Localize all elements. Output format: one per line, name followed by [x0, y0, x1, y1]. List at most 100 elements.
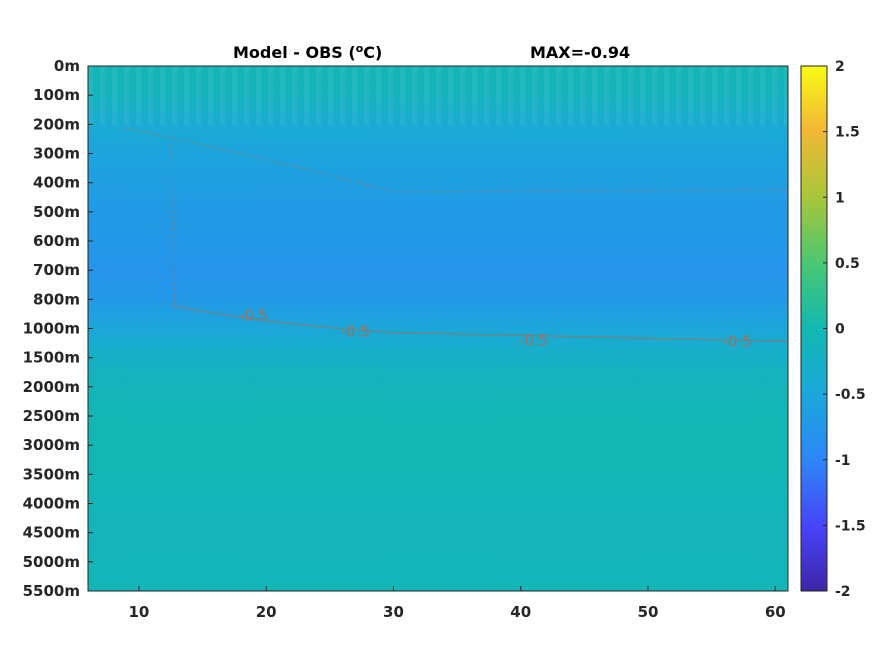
colorbar-ticks: 2 1.5 1 0.5 0 -0.5 -1 -1.5 -2	[823, 59, 866, 600]
y-tick-label: 600m	[33, 232, 80, 250]
surface-stripe	[196, 66, 201, 126]
colorbar-tick-label: 0	[835, 322, 845, 338]
y-tick-label: 2500m	[23, 407, 80, 425]
surface-stripe	[364, 66, 369, 126]
surface-stripe	[184, 66, 189, 126]
surface-stripe	[100, 66, 105, 126]
surface-stripe	[628, 66, 633, 126]
surface-stripe	[148, 66, 153, 126]
colorbar-tick-label: -1.5	[835, 518, 866, 534]
surface-stripe	[652, 66, 657, 126]
surface-stripe	[508, 66, 513, 126]
y-tick-label: 4500m	[23, 524, 80, 542]
x-tick-label: 60	[765, 603, 786, 621]
surface-stripe	[736, 66, 741, 126]
heatmap-field	[88, 66, 788, 591]
colorbar-tick-label: 0.5	[835, 256, 860, 272]
contour-labels: -0.5 -0.5 -0.5 -0.5	[126, 127, 788, 351]
surface-stripe	[304, 66, 309, 126]
surface-stripe	[268, 66, 273, 126]
surface-stripe	[292, 66, 297, 126]
surface-stripe	[712, 66, 717, 126]
colorbar: 2 1.5 1 0.5 0 -0.5 -1 -1.5 -2	[800, 59, 866, 600]
surface-stripe	[328, 66, 333, 126]
y-tick-label: 700m	[33, 261, 80, 279]
contour-line-upper	[126, 127, 788, 193]
max-annotation: MAX=-0.94	[530, 43, 630, 62]
y-tick-label: 3500m	[23, 465, 80, 483]
y-tick-label: 800m	[33, 290, 80, 308]
contour-line-lower	[170, 304, 788, 343]
surface-stripe	[388, 66, 393, 126]
contour-label: -0.5	[341, 323, 370, 341]
field-background	[88, 66, 788, 591]
x-tick-label: 50	[638, 603, 659, 621]
surface-stripe	[784, 66, 788, 126]
y-tick-label: 400m	[33, 174, 80, 192]
colorbar-tick-label: 1.5	[835, 125, 860, 141]
surface-stripe	[496, 66, 501, 126]
y-tick-label: 5500m	[23, 582, 80, 600]
surface-stripe	[124, 66, 129, 126]
surface-stripe	[760, 66, 765, 126]
contour-label: -0.5	[239, 307, 268, 325]
surface-stripe	[136, 66, 141, 126]
y-tick-label: 4000m	[23, 495, 80, 513]
surface-stripe	[316, 66, 321, 126]
colorbar-tick-label: -2	[835, 584, 851, 600]
surface-stripe	[220, 66, 225, 126]
surface-stripe	[352, 66, 357, 126]
contour-label: -0.5	[722, 333, 751, 351]
surface-stripe	[436, 66, 441, 126]
surface-stripe	[616, 66, 621, 126]
surface-stripe	[520, 66, 525, 126]
surface-stripe	[688, 66, 693, 126]
surface-stripe	[604, 66, 609, 126]
contour-line-wall	[170, 144, 176, 306]
surface-stripe	[88, 66, 93, 126]
surface-stripe	[256, 66, 261, 126]
surface-stripe	[376, 66, 381, 126]
surface-stripe	[412, 66, 417, 126]
surface-stripe	[772, 66, 777, 126]
chart-title: Model - OBS (oC)	[233, 42, 382, 62]
surface-stripe	[172, 66, 177, 126]
surface-stripe	[424, 66, 429, 126]
surface-stripe	[580, 66, 585, 126]
surface-stripe	[448, 66, 453, 126]
surface-stripe	[208, 66, 213, 126]
x-tick-label: 20	[256, 603, 277, 621]
surface-stripe	[640, 66, 645, 126]
surface-stripe	[556, 66, 561, 126]
y-tick-label: 1500m	[23, 349, 80, 367]
surface-stripe	[676, 66, 681, 126]
surface-stripe	[532, 66, 537, 126]
y-tick-label: 2000m	[23, 378, 80, 396]
surface-stripe	[244, 66, 249, 126]
x-tick-label: 40	[510, 603, 531, 621]
surface-stripe	[160, 66, 165, 126]
surface-stripe	[592, 66, 597, 126]
colorbar-tick-label: 1	[835, 190, 845, 206]
surface-stripe	[748, 66, 753, 126]
x-axis: 10 20 30 40 50 60	[128, 586, 786, 621]
y-tick-label: 100m	[33, 86, 80, 104]
y-tick-label: 0m	[54, 57, 80, 75]
y-tick-label: 200m	[33, 115, 80, 133]
surface-stripe	[400, 66, 405, 126]
y-tick-label: 300m	[33, 145, 80, 163]
surface-stripe	[724, 66, 729, 126]
surface-stripe	[568, 66, 573, 126]
contour-label: -0.5	[519, 332, 548, 350]
surface-stripe	[472, 66, 477, 126]
y-tick-label: 5000m	[23, 553, 80, 571]
x-tick-label: 10	[128, 603, 149, 621]
surface-stripe	[544, 66, 549, 126]
surface-stripe	[460, 66, 465, 126]
x-tick-label: 30	[383, 603, 404, 621]
surface-stripe	[232, 66, 237, 126]
y-tick-label: 500m	[33, 203, 80, 221]
surface-stripe	[280, 66, 285, 126]
surface-stripe	[484, 66, 489, 126]
